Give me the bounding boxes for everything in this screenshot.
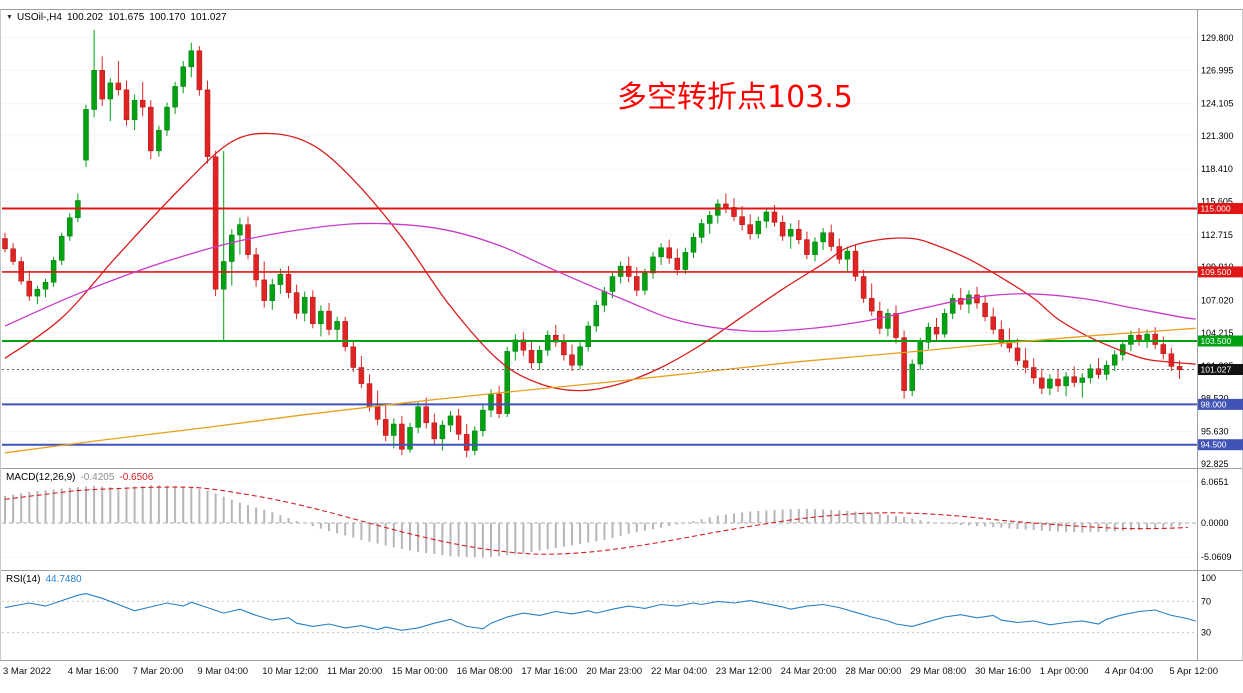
svg-text:115.000: 115.000 [1201, 204, 1231, 214]
time-label: 30 Mar 16:00 [975, 666, 1031, 677]
rsi-indicator-label: RSI(14) 44.7480 [6, 574, 82, 585]
time-label: 29 Mar 08:00 [910, 666, 966, 677]
price-badge-94.500: 94.500 [1198, 439, 1243, 451]
svg-text:100: 100 [1201, 573, 1216, 583]
macd-signal-line [4, 486, 1188, 555]
rsi-name: RSI(14) [6, 574, 41, 585]
time-label: 4 Apr 04:00 [1105, 666, 1154, 677]
macd-axis[interactable]: 6.0651 0.0000 -5.0609 [1201, 477, 1232, 562]
time-label: 20 Mar 23:00 [586, 666, 642, 677]
price-badges: 115.000 109.500 103.500 98.000 94.500 101.027 [1198, 203, 1243, 451]
time-label: 5 Apr 12:00 [1169, 666, 1218, 677]
time-label: 23 Mar 12:00 [716, 666, 772, 677]
time-label: 4 Mar 16:00 [68, 666, 119, 677]
svg-text:95.630: 95.630 [1201, 427, 1229, 437]
time-label: 17 Mar 16:00 [521, 666, 577, 677]
svg-text:103.500: 103.500 [1201, 336, 1232, 346]
svg-text:109.500: 109.500 [1201, 267, 1232, 277]
ma-red-line [4, 132, 1196, 392]
time-label: 1 Apr 00:00 [1040, 666, 1089, 677]
title-close-value: 101.027 [190, 12, 227, 23]
time-label: 16 Mar 08:00 [457, 666, 513, 677]
svg-text:107.020: 107.020 [1201, 296, 1234, 306]
ma-magenta-line [4, 222, 1196, 333]
svg-text:94.500: 94.500 [1201, 440, 1227, 450]
svg-text:0.0000: 0.0000 [1201, 518, 1229, 528]
svg-text:70: 70 [1201, 596, 1211, 606]
title-high-value: 101.675 [108, 12, 145, 23]
rsi-value: 44.7480 [45, 574, 82, 585]
rsi-line [4, 593, 1196, 631]
rsi-axis[interactable]: 100 70 30 [1201, 573, 1216, 638]
svg-text:6.0651: 6.0651 [1201, 477, 1229, 487]
svg-text:126.995: 126.995 [1201, 65, 1234, 75]
price-badge-103.500: 103.500 [1198, 335, 1243, 347]
time-label: 11 Mar 20:00 [327, 666, 382, 677]
macd-main-value: -0.4205 [80, 472, 115, 483]
svg-text:104.215: 104.215 [1201, 328, 1234, 338]
time-label: 10 Mar 12:00 [262, 666, 318, 677]
candles [2, 29, 1183, 458]
macd-signal-value: -0.6506 [119, 472, 154, 483]
price-badge-109.500: 109.500 [1198, 266, 1243, 278]
time-label: 7 Mar 20:00 [133, 666, 184, 677]
svg-text:92.825: 92.825 [1201, 459, 1229, 469]
svg-text:30: 30 [1201, 628, 1211, 638]
symbol-period-label: USOil-,H4 [16, 12, 62, 23]
time-axis[interactable]: 3 Mar 2022 4 Mar 16:00 7 Mar 20:00 9 Mar 04… [3, 666, 1218, 677]
svg-text:115.605: 115.605 [1201, 197, 1233, 207]
time-label: 3 Mar 2022 [3, 666, 51, 677]
ma-orange-line [4, 327, 1196, 454]
svg-text:112.715: 112.715 [1201, 230, 1233, 240]
price-badge-101.027: 101.027 [1198, 364, 1243, 375]
svg-text:129.800: 129.800 [1201, 33, 1234, 43]
time-label: 15 Mar 00:00 [392, 666, 448, 677]
price-badge-98.000: 98.000 [1198, 398, 1243, 410]
chart-title-bar: ▼ USOil-,H4 100.202 101.675 100.170 101.027 [6, 12, 227, 23]
svg-text:-5.0609: -5.0609 [1201, 552, 1232, 562]
macd-indicator-label: MACD(12,26,9) -0.4205 -0.6506 [6, 472, 153, 483]
time-label: 28 Mar 00:00 [845, 666, 901, 677]
svg-text:101.027: 101.027 [1201, 365, 1232, 375]
time-label: 22 Mar 04:00 [651, 666, 707, 677]
svg-text:98.520: 98.520 [1201, 393, 1229, 403]
chart-annotation-text[interactable]: 多空转折点103.5 [617, 80, 853, 115]
title-low-value: 100.170 [149, 12, 186, 23]
price-badge-115.000: 115.000 [1198, 203, 1243, 214]
svg-text:98.000: 98.000 [1201, 399, 1227, 409]
macd-histogram [4, 485, 1181, 558]
collapse-chevron-icon[interactable]: ▼ [6, 14, 13, 21]
title-open-value: 100.202 [66, 12, 104, 23]
macd-name: MACD(12,26,9) [6, 472, 76, 483]
time-label: 24 Mar 20:00 [781, 666, 837, 677]
svg-text:121.300: 121.300 [1201, 131, 1234, 141]
svg-text:118.410: 118.410 [1201, 164, 1233, 174]
time-label: 9 Mar 04:00 [197, 666, 248, 677]
svg-text:124.105: 124.105 [1201, 99, 1234, 109]
